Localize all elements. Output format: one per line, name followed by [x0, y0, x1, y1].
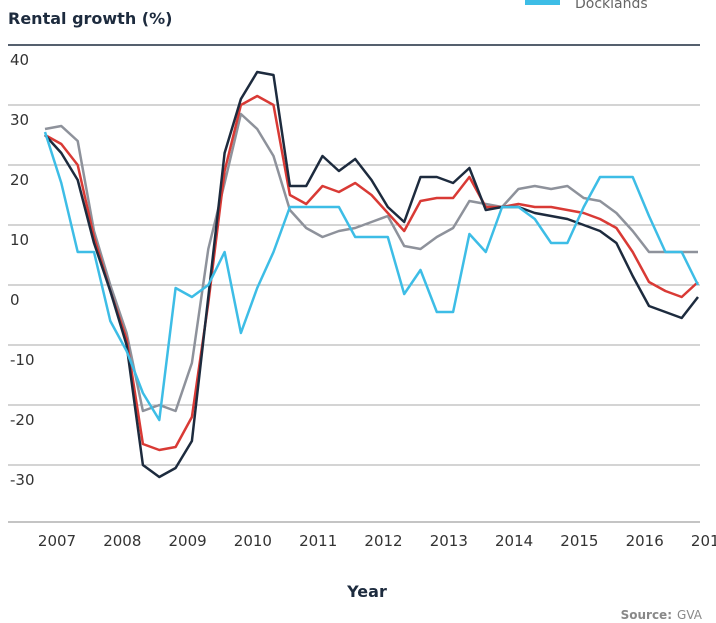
x-tick-label: 2008 [103, 532, 141, 550]
legend-label: Docklands [575, 0, 648, 12]
source: GVA [677, 608, 703, 622]
x-tick-label: 2014 [495, 532, 533, 550]
y-tick-label: 0 [10, 291, 20, 309]
series-line [44, 70, 699, 479]
series-line [43, 131, 700, 422]
y-tick-label: 40 [10, 51, 29, 69]
x-tick-label: 2009 [169, 532, 207, 550]
series-line [44, 112, 698, 413]
x-tick-label: 2010 [234, 532, 272, 550]
y-tick-label: 10 [10, 231, 29, 249]
x-tick-label: 2013 [430, 532, 468, 550]
source-label: Source: [621, 608, 672, 622]
x-axis-label: Year [346, 582, 387, 601]
x-tick-label: 2012 [364, 532, 402, 550]
y-tick-label: -30 [10, 471, 35, 489]
series-line [44, 94, 699, 452]
chart-title: Rental growth (%) [8, 9, 172, 28]
y-tick-label: 20 [10, 171, 29, 189]
x-tick-label: 2017 [691, 532, 716, 550]
x-tick-label: 2011 [299, 532, 337, 550]
x-tick-label: 2007 [38, 532, 76, 550]
y-tick-label: -10 [10, 351, 35, 369]
y-tick-label: -20 [10, 411, 35, 429]
x-tick-label: 2016 [626, 532, 664, 550]
y-tick-label: 30 [10, 111, 29, 129]
x-tick-label: 2015 [560, 532, 598, 550]
